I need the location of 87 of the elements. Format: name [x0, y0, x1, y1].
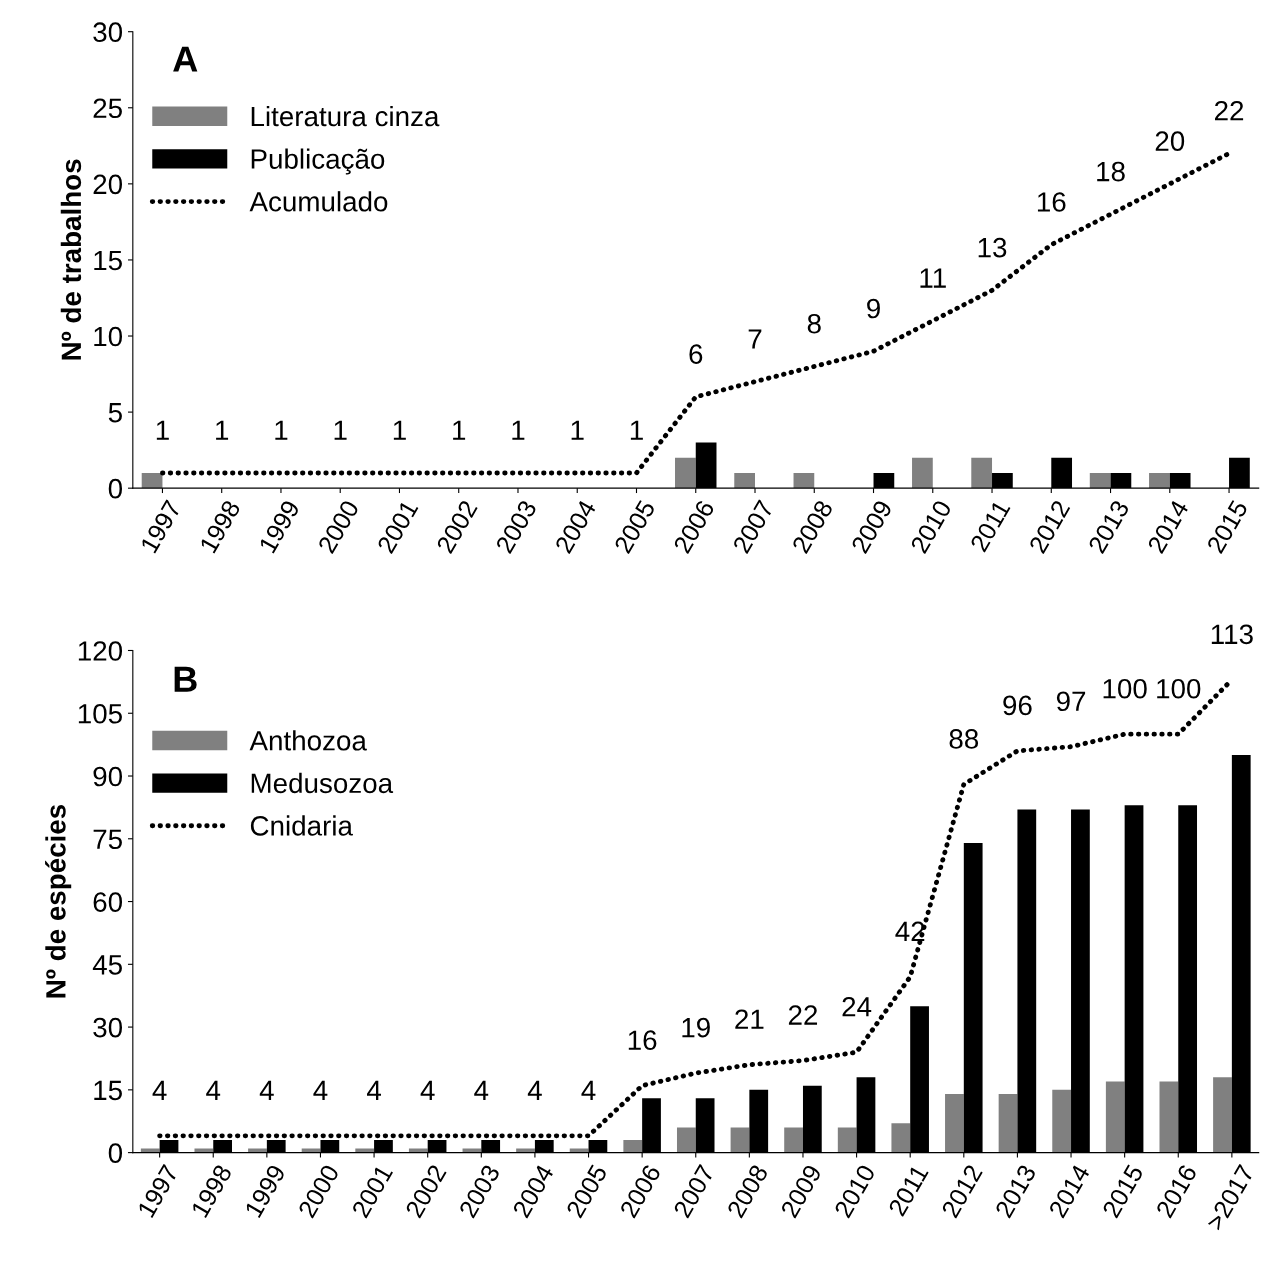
data-label: 7 — [748, 329, 762, 349]
data-label: 4 — [474, 1080, 489, 1100]
data-label: 20 — [1155, 131, 1185, 151]
y-tick-label: 105 — [78, 703, 122, 724]
data-label: 1 — [334, 420, 347, 440]
data-label: 1 — [216, 420, 229, 440]
bar — [1159, 1081, 1179, 1153]
bar — [140, 1148, 160, 1153]
data-label: 100 — [1157, 678, 1201, 699]
data-label: 18 — [1097, 161, 1125, 182]
data-label: 16 — [1037, 192, 1066, 212]
data-label: 1 — [393, 420, 406, 440]
data-label: 88 — [949, 729, 979, 749]
y-tick-label: 120 — [78, 641, 123, 661]
annotation: B — [174, 666, 197, 692]
bar — [837, 1127, 857, 1153]
data-label: 4 — [152, 1080, 167, 1100]
data-label: 4 — [527, 1080, 542, 1100]
data-label: 22 — [1215, 100, 1244, 121]
legend-label: Literatura cinza — [251, 105, 440, 127]
y-axis-title: Nº de trabalhos — [60, 159, 82, 360]
data-label: 1 — [453, 420, 466, 440]
bar — [516, 1148, 535, 1153]
annotation: A — [173, 46, 198, 72]
bar — [355, 1148, 375, 1153]
y-tick-label: 90 — [93, 766, 123, 787]
data-label: 113 — [1211, 624, 1253, 645]
data-label: 1 — [512, 420, 525, 440]
bar — [301, 1148, 321, 1153]
y-tick-label: 45 — [92, 955, 122, 975]
bar — [1052, 1089, 1072, 1153]
y-tick-label: 0 — [108, 478, 123, 499]
data-label: 4 — [420, 1080, 435, 1100]
bar — [891, 1123, 911, 1153]
data-label: 19 — [682, 1017, 710, 1038]
data-label: 97 — [1056, 691, 1086, 712]
legend-label: Publicação — [251, 148, 385, 175]
legend-label: Cnidaria — [250, 815, 353, 836]
legend-label: Medusozoa — [251, 772, 394, 794]
legend-label: Acumulado — [249, 191, 388, 212]
bar — [1105, 1081, 1125, 1153]
y-tick-label: 20 — [93, 174, 123, 195]
y-tick-label: 10 — [94, 326, 123, 347]
bar — [248, 1148, 267, 1153]
data-label: 6 — [689, 344, 703, 364]
bar — [462, 1148, 482, 1153]
bar — [623, 1140, 643, 1153]
y-tick-label: 5 — [108, 403, 122, 423]
bar — [998, 1094, 1018, 1153]
bar — [408, 1148, 428, 1153]
data-label: 8 — [807, 313, 821, 334]
data-label: 4 — [366, 1080, 381, 1100]
y-axis-title: Nº de espécies — [45, 804, 72, 998]
legend-label: Anthozoa — [249, 730, 367, 751]
data-label: 22 — [788, 1005, 818, 1025]
y-tick-label: 30 — [93, 1017, 123, 1038]
data-label: 24 — [842, 996, 872, 1017]
data-label: 16 — [628, 1030, 657, 1051]
bar — [569, 1148, 589, 1153]
bar — [194, 1148, 214, 1153]
data-label: 42 — [895, 921, 925, 941]
bar — [1213, 1077, 1232, 1153]
data-label: 13 — [978, 237, 1007, 258]
y-tick-label: 75 — [93, 829, 122, 850]
data-label: 4 — [259, 1080, 274, 1100]
data-label: 9 — [867, 298, 880, 319]
y-tick-label: 15 — [94, 1080, 122, 1101]
bar — [945, 1094, 964, 1153]
data-label: 96 — [1003, 695, 1032, 716]
data-label: 4 — [581, 1080, 596, 1100]
y-tick-label: 30 — [93, 22, 123, 43]
data-label: 4 — [313, 1080, 328, 1100]
bar — [676, 1127, 696, 1153]
y-tick-label: 0 — [108, 1143, 123, 1163]
data-label: 1 — [275, 420, 288, 440]
data-label: 21 — [735, 1009, 764, 1029]
data-label: 4 — [206, 1080, 221, 1100]
data-label: 1 — [156, 420, 169, 440]
data-label: 11 — [920, 268, 946, 288]
data-label: 1 — [571, 420, 584, 440]
data-label: 1 — [630, 420, 643, 440]
data-label: 100 — [1103, 678, 1147, 699]
y-tick-label: 15 — [94, 250, 122, 271]
bar — [730, 1127, 750, 1153]
y-tick-label: 25 — [93, 98, 122, 119]
y-tick-label: 60 — [93, 892, 123, 912]
bar — [784, 1127, 803, 1153]
